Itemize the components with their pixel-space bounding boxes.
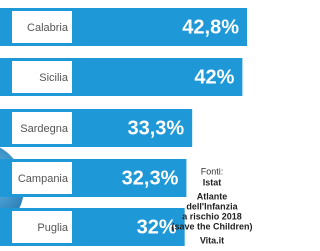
source-line: Istat (203, 177, 222, 187)
source-line: Fonti: (201, 166, 224, 176)
source-line: dell'Infanzia (186, 201, 238, 211)
value-label: 32,3% (122, 167, 179, 189)
category-label: Calabria (27, 22, 69, 34)
value-label: 33,3% (127, 117, 184, 139)
category-label: Sardegna (20, 123, 69, 135)
category-label: Puglia (37, 222, 68, 234)
source-line: Vita.it (200, 235, 224, 245)
source-line: a rischio 2018 (182, 211, 242, 221)
chart: Calabria 42,8% Sicilia 42% Sardegna 33,3% Camp… (0, 0, 257, 251)
source-line: Atlante (197, 191, 228, 201)
category-label: Campania (18, 173, 69, 185)
category-label: Sicilia (39, 72, 69, 84)
value-label: 42,8% (182, 16, 239, 38)
source-line: (save the Children) (171, 221, 252, 231)
value-label: 42% (194, 66, 234, 88)
